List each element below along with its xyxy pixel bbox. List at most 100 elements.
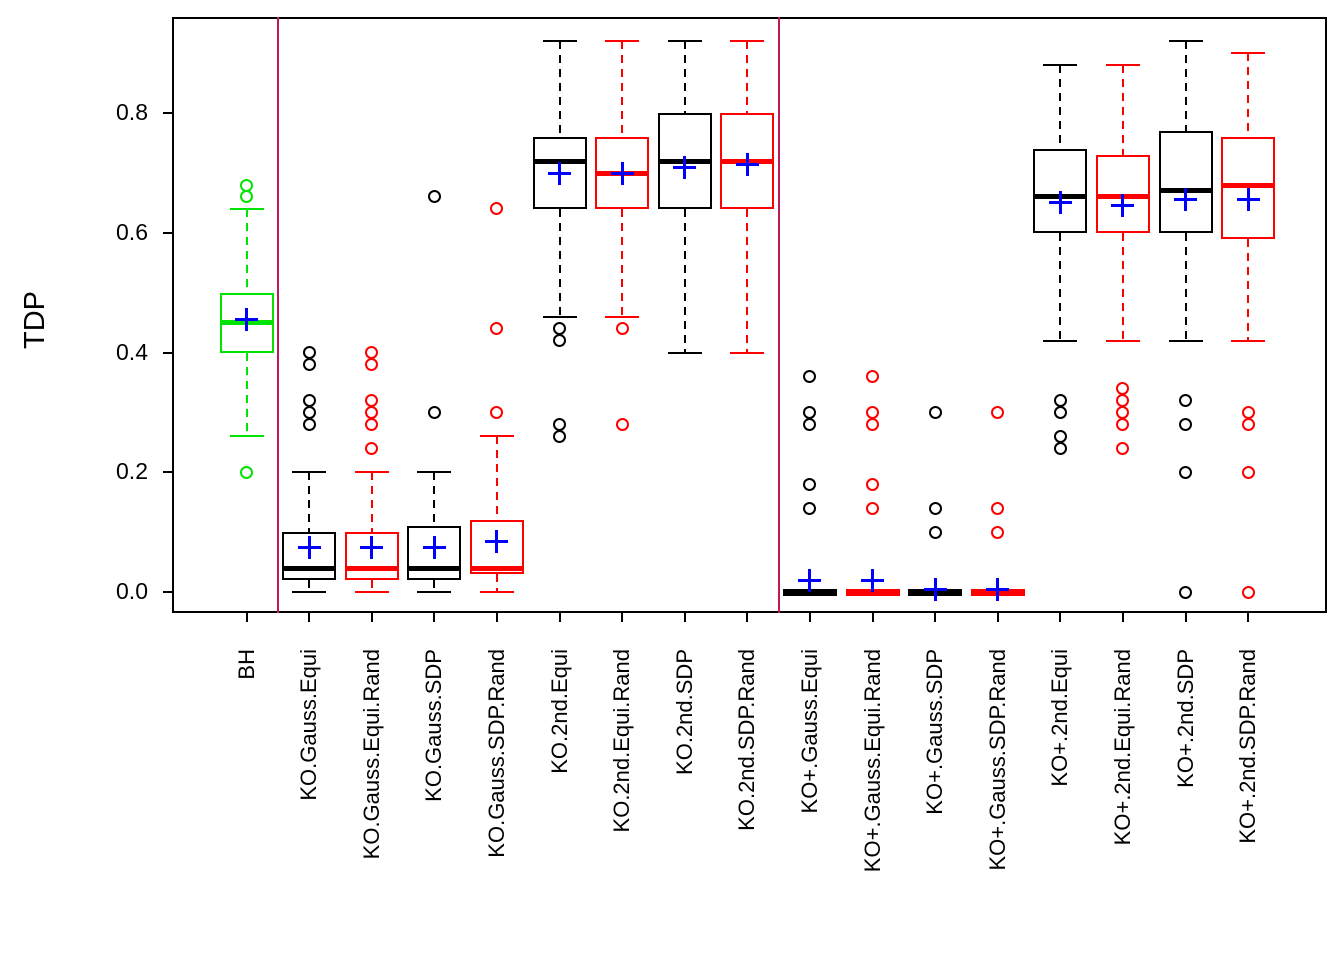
outlier-point <box>553 334 566 348</box>
mean-plus-vertical <box>996 577 1000 601</box>
lower-whisker-cap <box>1231 339 1266 342</box>
x-category-label-text: KO+.Gauss.Equi <box>796 649 822 814</box>
x-axis-tick <box>746 613 749 622</box>
lower-whisker-line <box>433 580 436 592</box>
lower-whisker-line <box>1059 232 1062 341</box>
outlier-point <box>365 405 379 419</box>
upper-whisker-line <box>433 472 436 527</box>
group-separator-line <box>777 17 780 613</box>
outlier-point <box>803 370 817 383</box>
outlier-point <box>365 393 379 407</box>
x-category-label-text: KO+.Gauss.Equi.Rand <box>859 649 885 873</box>
outlier-point <box>302 417 316 431</box>
upper-whisker-cap <box>1168 40 1203 43</box>
mean-plus-vertical <box>1058 191 1062 215</box>
mean-plus-vertical <box>245 308 248 332</box>
y-axis-tick <box>163 231 172 234</box>
upper-whisker-cap <box>605 40 640 43</box>
upper-whisker-line <box>621 41 624 138</box>
y-axis-tick <box>163 591 172 593</box>
x-axis-tick <box>245 613 248 622</box>
x-category-label-text: BH <box>233 649 259 680</box>
upper-whisker-line <box>558 41 561 138</box>
upper-whisker-cap <box>417 471 452 474</box>
lower-whisker-cap <box>730 351 765 354</box>
x-axis-tick <box>808 613 811 622</box>
iqr-box <box>1095 155 1150 233</box>
lower-whisker-cap <box>667 351 702 354</box>
mean-plus-vertical <box>432 535 436 559</box>
upper-whisker-line <box>746 41 749 114</box>
x-category-label-text: KO+.2nd.Equi.Rand <box>1109 649 1135 846</box>
upper-whisker-cap <box>542 40 577 43</box>
x-category-label-text: KO.Gauss.SDP.Rand <box>483 649 509 858</box>
outlier-point <box>1241 585 1255 599</box>
x-category-label-text: KO.Gauss.Equi <box>296 649 322 801</box>
lower-whisker-cap <box>354 591 389 593</box>
mean-plus-vertical <box>370 535 374 559</box>
mean-plus-vertical <box>871 568 874 592</box>
upper-whisker-line <box>683 41 686 114</box>
upper-whisker-cap <box>730 40 765 43</box>
x-category-label-text: KO.2nd.Equi.Rand <box>609 649 635 833</box>
outlier-point <box>553 417 566 431</box>
lower-whisker-cap <box>417 591 452 593</box>
y-tick-label: 0.8 <box>116 99 148 126</box>
iqr-box <box>469 520 524 575</box>
outlier-point <box>1179 585 1192 599</box>
upper-whisker-cap <box>667 40 702 43</box>
outlier-point <box>427 190 441 204</box>
mean-plus-vertical <box>683 155 687 179</box>
median-line <box>532 158 587 164</box>
mean-plus-vertical <box>558 161 561 185</box>
outlier-point <box>928 405 942 419</box>
outlier-point <box>490 405 504 419</box>
lower-whisker-line <box>746 208 749 353</box>
lower-whisker-line <box>683 208 686 353</box>
median-line <box>407 565 462 571</box>
outlier-point <box>615 417 629 431</box>
outlier-point <box>1116 417 1130 431</box>
mean-plus-vertical <box>1246 188 1250 212</box>
iqr-box <box>407 526 462 581</box>
upper-whisker-cap <box>1231 52 1266 55</box>
x-axis-tick <box>1184 613 1187 622</box>
iqr-box <box>1158 131 1213 233</box>
median-line <box>344 565 399 571</box>
plot-area-border <box>172 17 1327 613</box>
mean-plus-vertical <box>1121 194 1125 218</box>
group-separator-line <box>276 17 279 613</box>
outlier-point <box>302 393 316 407</box>
x-axis-tick <box>996 613 999 622</box>
outlier-point <box>365 358 379 371</box>
lower-whisker-cap <box>1168 339 1203 342</box>
x-category-label-text: KO.2nd.SDP.Rand <box>734 649 760 831</box>
lower-whisker-cap <box>479 591 514 593</box>
lower-whisker-line <box>621 208 624 317</box>
outlier-point <box>1179 417 1192 431</box>
outlier-point <box>1053 429 1067 443</box>
upper-whisker-line <box>245 208 248 293</box>
y-axis-tick <box>163 471 172 474</box>
x-axis-tick <box>1059 613 1062 622</box>
upper-whisker-cap <box>229 207 264 210</box>
x-category-label-text: KO.2nd.SDP <box>671 649 697 775</box>
outlier-point <box>1053 393 1067 407</box>
x-category-label-text: KO+.2nd.Equi <box>1047 649 1073 787</box>
outlier-point <box>1053 405 1067 419</box>
x-axis-tick <box>621 613 624 622</box>
upper-whisker-line <box>1121 65 1124 155</box>
upper-whisker-line <box>1184 41 1187 132</box>
outlier-point <box>302 358 316 371</box>
collapsed-box-median-line <box>782 588 837 596</box>
x-category-label-text: KO+.Gauss.SDP.Rand <box>984 649 1010 871</box>
collapsed-box-median-line <box>845 588 900 596</box>
outlier-point <box>1179 465 1192 479</box>
x-axis-tick <box>370 613 373 622</box>
x-axis-tick <box>683 613 686 622</box>
outlier-point <box>1053 441 1067 455</box>
outlier-point <box>866 501 879 515</box>
y-tick-label: 0.6 <box>116 218 148 245</box>
lower-whisker-line <box>558 208 561 317</box>
outlier-point <box>928 525 942 539</box>
